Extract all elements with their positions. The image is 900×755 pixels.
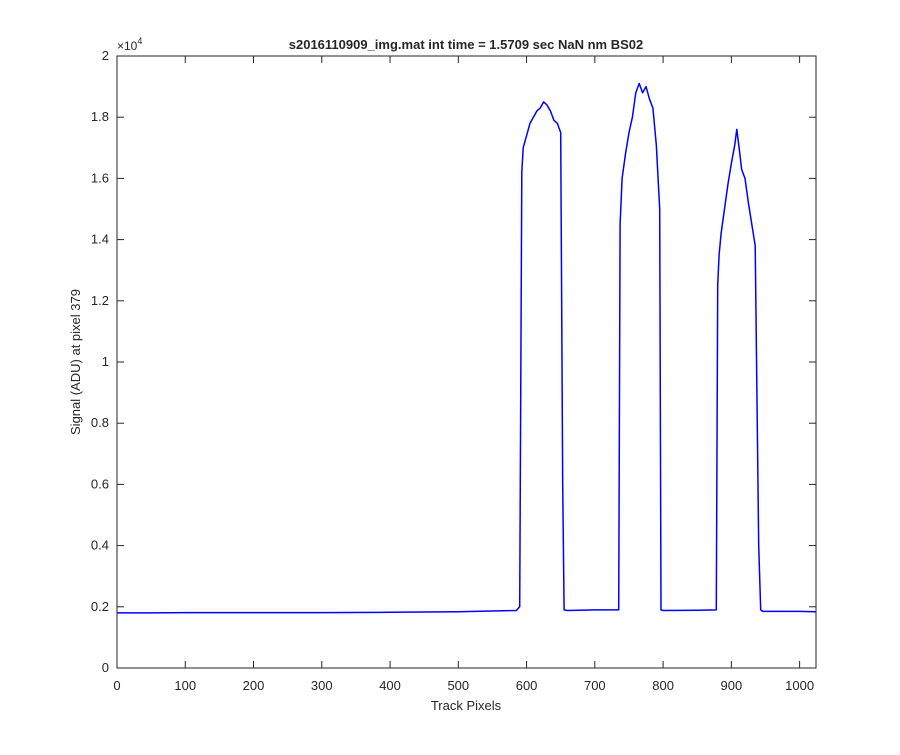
- y-axis-exponent: ×104: [117, 36, 142, 53]
- y-axis-label: Signal (ADU) at pixel 379: [68, 289, 83, 435]
- y-tick-label: 1.6: [91, 170, 109, 185]
- x-tick-label: 100: [174, 678, 196, 693]
- y-tick-label: 0.6: [91, 476, 109, 491]
- x-axis-ticks: 0 100 200 300 400 500 600 700 800 900 1000: [113, 56, 814, 693]
- y-tick-label: 1.2: [91, 293, 109, 308]
- x-tick-label: 800: [652, 678, 674, 693]
- y-tick-label: 0.4: [91, 538, 109, 553]
- y-tick-label: 1.8: [91, 109, 109, 124]
- y-tick-label: 0.8: [91, 415, 109, 430]
- plot-area: [117, 56, 816, 668]
- y-tick-label: 1.4: [91, 232, 109, 247]
- y-axis-ticks: 0 0.2 0.4 0.6 0.8 1 1.2 1.4 1.6 1.8 2: [91, 48, 816, 675]
- x-tick-label: 400: [379, 678, 401, 693]
- signal-series-line: [117, 82, 817, 614]
- x-tick-label: 300: [311, 678, 333, 693]
- x-tick-label: 200: [243, 678, 265, 693]
- series-layer: [117, 82, 817, 614]
- y-tick-label: 0.2: [91, 599, 109, 614]
- y-tick-label: 0: [102, 660, 109, 675]
- chart-title: s2016110909_img.mat int time = 1.5709 se…: [289, 37, 643, 52]
- x-tick-label: 500: [447, 678, 469, 693]
- x-tick-label: 0: [113, 678, 120, 693]
- y-exponent-power: 4: [137, 36, 142, 46]
- x-axis-label: Track Pixels: [431, 698, 502, 713]
- x-tick-label: 900: [721, 678, 743, 693]
- y-tick-label: 2: [102, 48, 109, 63]
- x-tick-label: 700: [584, 678, 606, 693]
- y-exponent-base: ×10: [117, 39, 138, 53]
- x-tick-label: 600: [516, 678, 538, 693]
- y-tick-label: 1: [102, 354, 109, 369]
- x-tick-label: 1000: [785, 678, 814, 693]
